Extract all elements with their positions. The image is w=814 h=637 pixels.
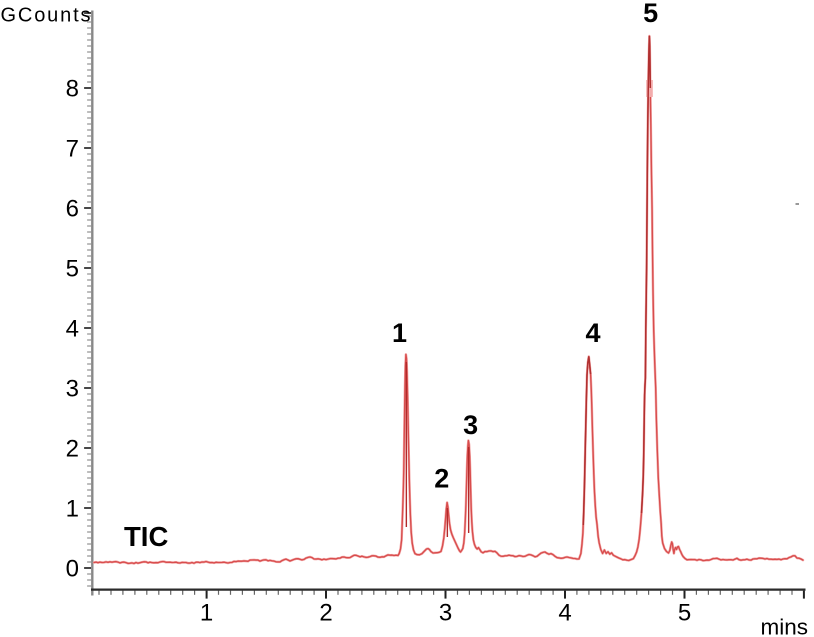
svg-text:3: 3: [66, 376, 79, 403]
svg-text:7: 7: [66, 136, 79, 163]
svg-text:5: 5: [678, 600, 691, 627]
svg-text:2: 2: [434, 464, 449, 494]
svg-text:4: 4: [558, 600, 571, 627]
svg-text:TIC: TIC: [124, 521, 168, 552]
svg-text:5: 5: [643, 0, 658, 28]
svg-text:1: 1: [200, 600, 213, 627]
svg-text:2: 2: [66, 436, 79, 463]
svg-text:1: 1: [66, 496, 79, 523]
svg-text:3: 3: [463, 410, 478, 440]
svg-text:1: 1: [392, 318, 407, 348]
svg-text:6: 6: [66, 196, 79, 223]
svg-text:3: 3: [439, 600, 452, 627]
svg-text:5: 5: [66, 256, 79, 283]
svg-text:4: 4: [66, 316, 79, 343]
svg-text:4: 4: [585, 318, 600, 348]
svg-text:0: 0: [66, 556, 79, 583]
svg-text:8: 8: [66, 76, 79, 103]
svg-text:2: 2: [319, 600, 332, 627]
svg-text:mins: mins: [760, 615, 808, 637]
